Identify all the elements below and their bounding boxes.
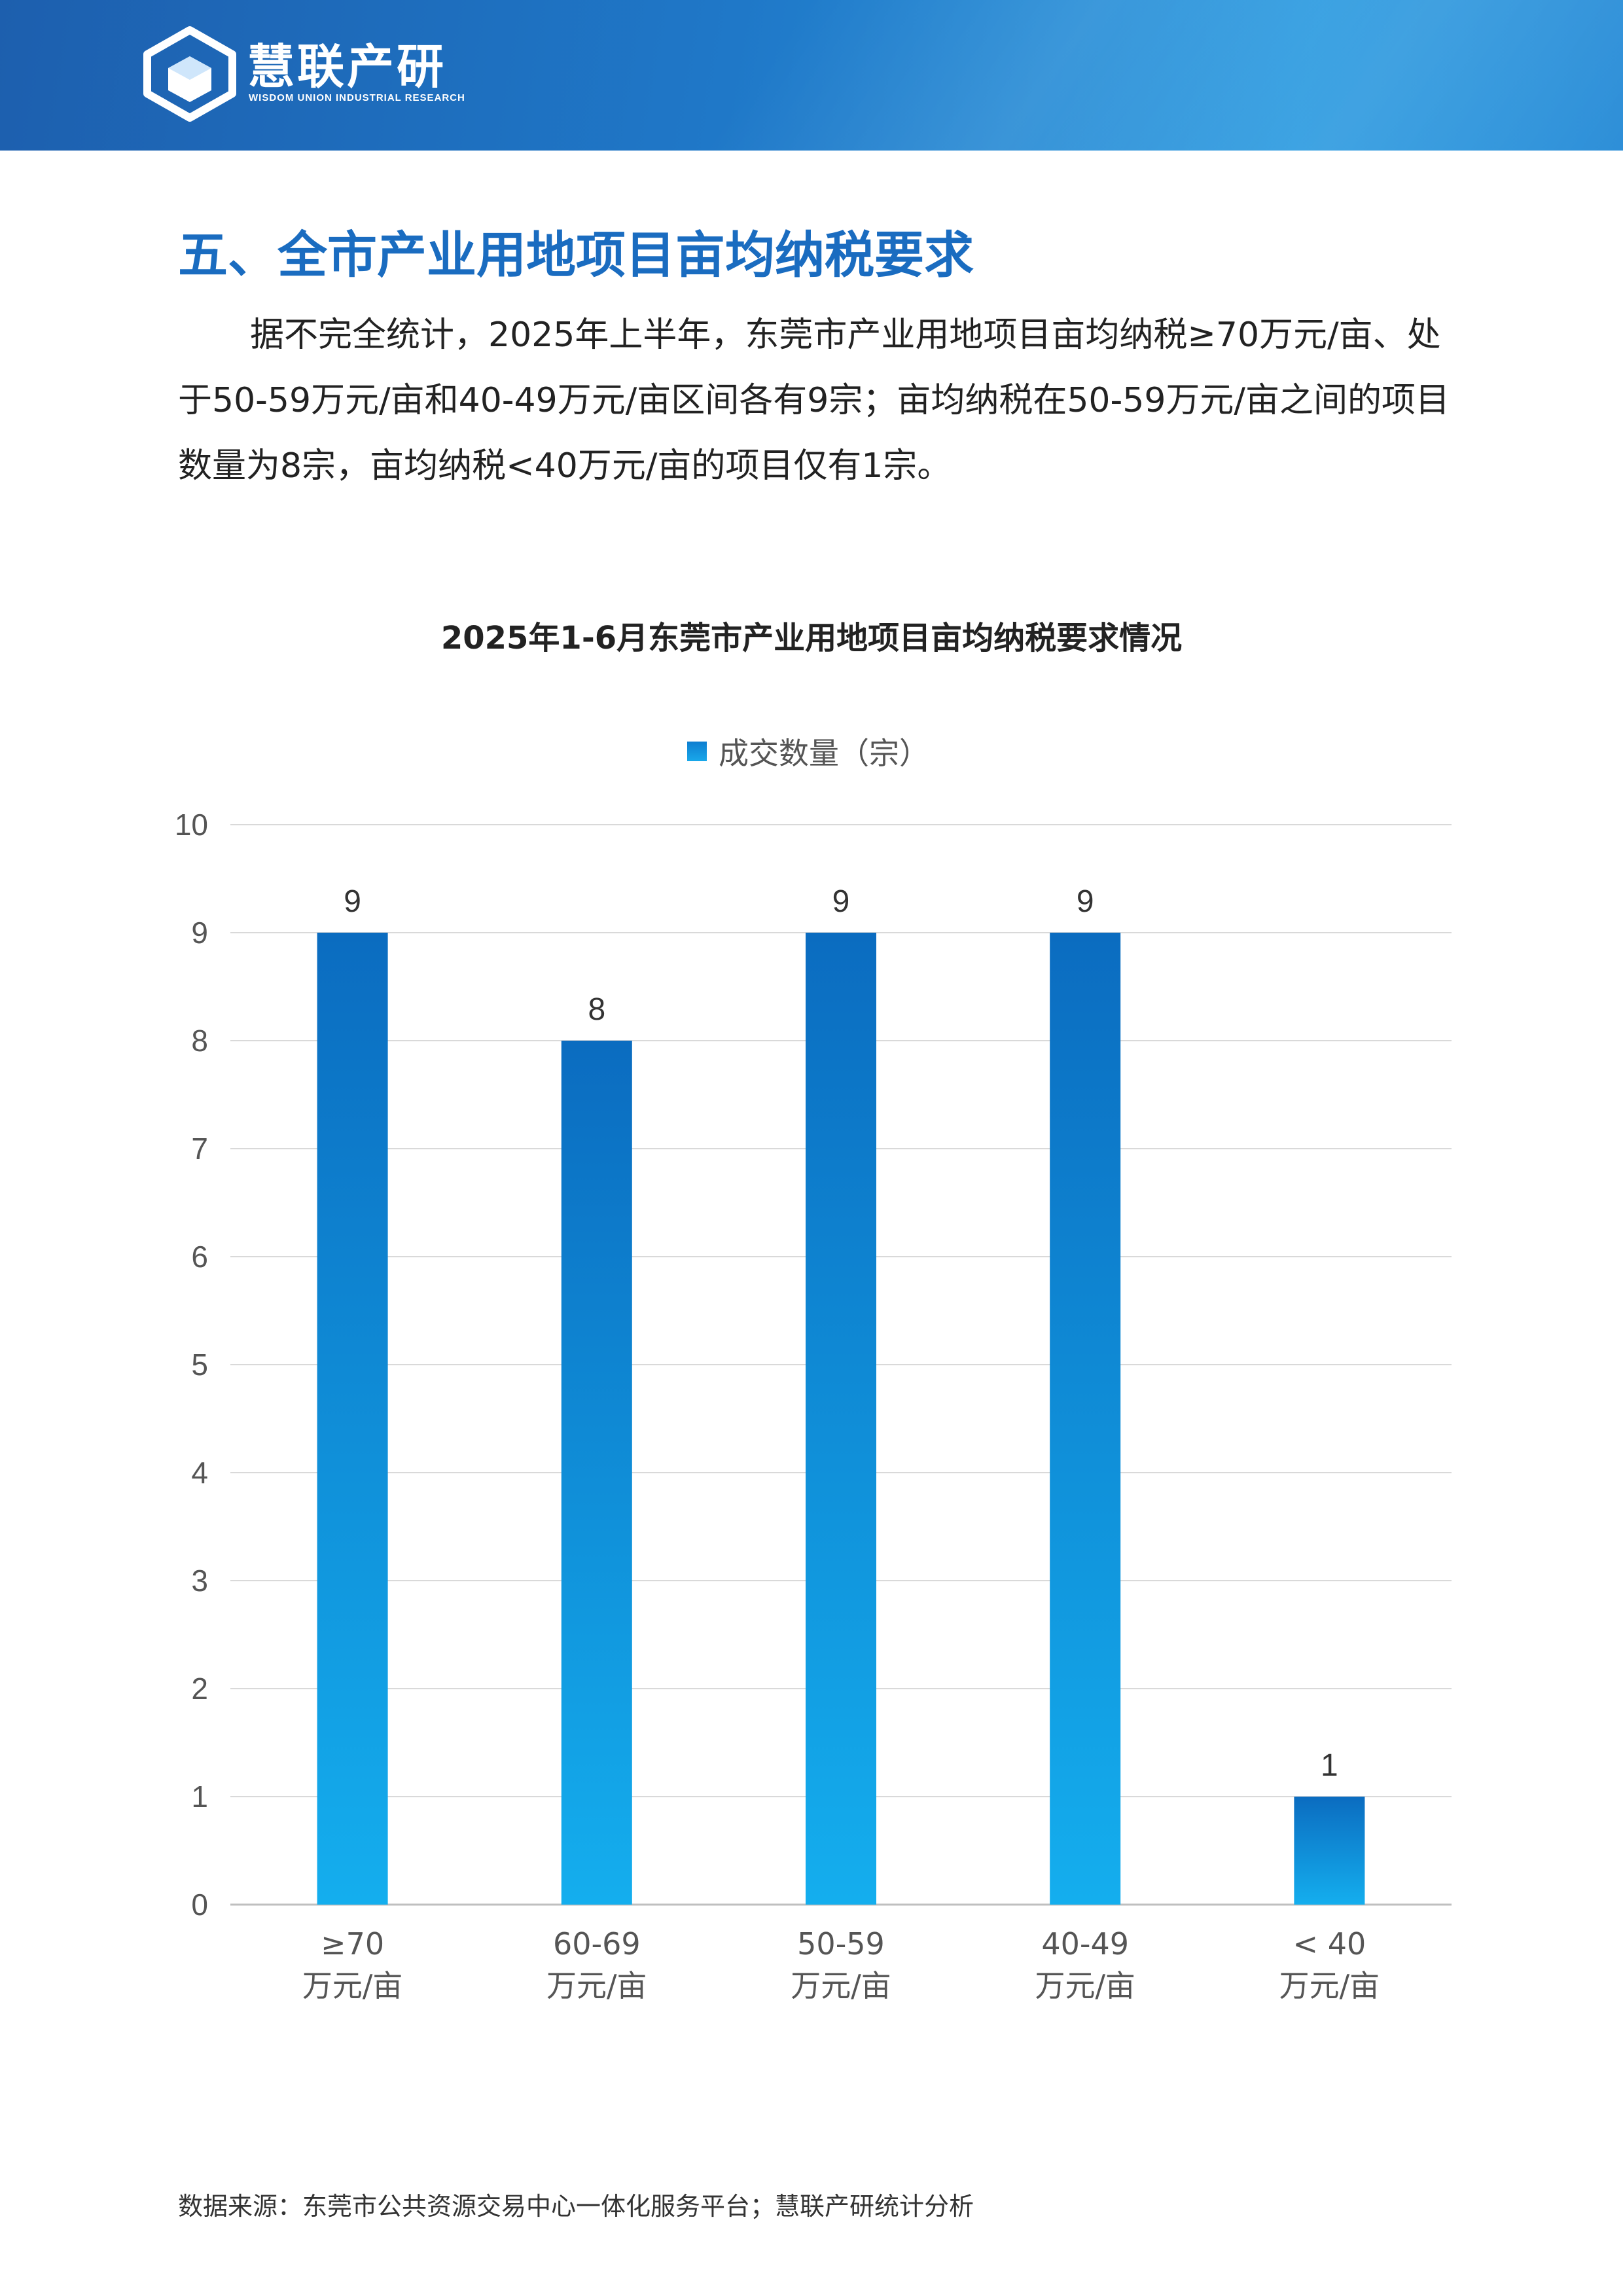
y-tick-label: 9 <box>191 916 208 950</box>
section-title: 五、全市产业用地项目亩均纳税要求 <box>178 226 974 284</box>
chart-title: 2025年1-6月东莞市产业用地项目亩均纳税要求情况 <box>440 620 1183 656</box>
brand-logo-icon <box>143 26 236 122</box>
y-tick-label: 7 <box>191 1132 208 1166</box>
x-tick-label: 50-59 <box>797 1926 885 1962</box>
bar-chart: 0 1 2 3 4 5 6 7 8 9 10 9 8 9 9 1 ≥70 万元/亩 60-69 万元/亩 50-59… <box>175 808 1452 2003</box>
data-label: 9 <box>344 884 361 919</box>
x-tick-label: 万元/亩 <box>1035 1968 1135 2003</box>
x-tick-label: 40-49 <box>1041 1926 1129 1962</box>
data-label: 1 <box>1321 1748 1338 1783</box>
y-tick-label: 6 <box>191 1240 208 1274</box>
data-label: 9 <box>832 884 850 919</box>
bar <box>1294 1797 1365 1905</box>
x-tick-label: 万元/亩 <box>1279 1968 1380 2003</box>
data-label: 8 <box>588 992 605 1027</box>
bar <box>317 933 388 1905</box>
y-tick-label: 0 <box>191 1888 208 1922</box>
bar <box>806 933 876 1905</box>
x-tick-label: ≥70 <box>321 1926 384 1962</box>
x-tick-label: < 40 <box>1293 1926 1366 1962</box>
y-tick-label: 3 <box>191 1564 208 1598</box>
y-tick-label: 5 <box>191 1348 208 1382</box>
bar <box>1050 933 1121 1905</box>
x-tick-label: 万元/亩 <box>791 1968 891 2003</box>
legend-label: 成交数量（宗） <box>719 736 929 771</box>
bars <box>317 933 1365 1905</box>
x-tick-label: 万元/亩 <box>546 1968 647 2003</box>
legend-swatch <box>687 742 707 761</box>
y-tick-label: 8 <box>191 1024 208 1058</box>
x-tick-label: 万元/亩 <box>302 1968 403 2003</box>
y-tick-label: 2 <box>191 1672 208 1706</box>
data-source-note: 数据来源：东莞市公共资源交易中心一体化服务平台；慧联产研统计分析 <box>178 2192 974 2221</box>
y-tick-label: 1 <box>191 1780 208 1814</box>
section-paragraph: 据不完全统计，2025年上半年，东莞市产业用地项目亩均纳税≥70万元/亩、处于5… <box>178 315 1450 486</box>
bar <box>561 1041 632 1905</box>
brand-name: 慧联产研 <box>247 39 447 94</box>
y-tick-label: 4 <box>191 1456 208 1490</box>
y-tick-label: 10 <box>175 808 208 842</box>
data-label: 9 <box>1077 884 1094 919</box>
x-tick-label: 60-69 <box>553 1926 641 1962</box>
brand-subtitle: WISDOM UNION INDUSTRIAL RESEARCH <box>249 92 465 103</box>
x-axis-ticks: ≥70 万元/亩 60-69 万元/亩 50-59 万元/亩 40-49 万元/亩 < 40 万元… <box>302 1926 1380 2003</box>
page-header: 慧联产研 WISDOM UNION INDUSTRIAL RESEARCH <box>0 0 1623 151</box>
y-axis-ticks: 0 1 2 3 4 5 6 7 8 9 10 <box>175 808 208 1922</box>
data-labels: 9 8 9 9 1 <box>344 884 1338 1783</box>
chart-legend: 成交数量（宗） <box>687 732 929 771</box>
